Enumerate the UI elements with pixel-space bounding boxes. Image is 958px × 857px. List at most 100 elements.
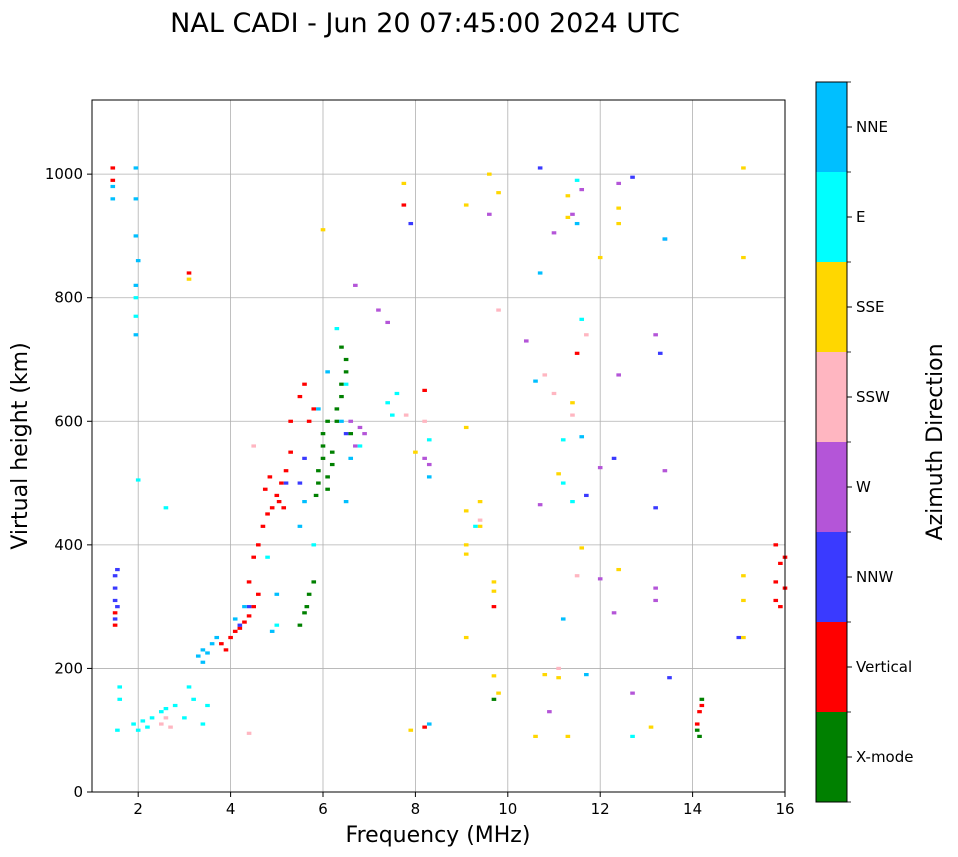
- data-point: [163, 706, 169, 711]
- x-axis-ticks: 2 4 6 8 10 12 14 16: [133, 792, 795, 818]
- data-point: [491, 674, 497, 678]
- data-point: [343, 357, 349, 362]
- y-tick-label: 800: [54, 289, 83, 307]
- colorbar-segment: [816, 262, 847, 352]
- data-point: [251, 605, 256, 609]
- data-point: [200, 722, 206, 726]
- data-point: [408, 728, 414, 732]
- data-point: [584, 333, 589, 337]
- data-point: [237, 623, 243, 627]
- colorbar-segment: [816, 82, 847, 172]
- data-point: [741, 635, 746, 640]
- data-point: [112, 617, 118, 621]
- data-point: [269, 629, 275, 633]
- data-point: [159, 710, 164, 714]
- data-point: [560, 481, 566, 485]
- data-point: [357, 444, 363, 448]
- data-point: [316, 481, 321, 485]
- series-vertical: [110, 166, 788, 729]
- y-tick-label: 1000: [45, 165, 83, 183]
- data-point: [110, 184, 116, 189]
- data-point: [523, 339, 529, 343]
- data-point: [117, 697, 123, 701]
- data-point: [112, 586, 118, 590]
- data-point: [741, 255, 746, 260]
- data-point: [584, 673, 589, 677]
- series-w: [348, 181, 668, 714]
- data-point: [653, 506, 658, 510]
- data-point: [413, 450, 418, 454]
- data-point: [262, 487, 268, 491]
- data-point: [697, 710, 702, 714]
- colorbar-segment: [816, 352, 847, 442]
- data-point: [172, 703, 178, 708]
- data-point: [311, 407, 317, 411]
- data-point: [473, 524, 478, 528]
- data-point: [778, 605, 783, 609]
- data-point: [112, 574, 118, 578]
- series-nnw: [112, 166, 742, 680]
- data-point: [565, 734, 571, 738]
- data-point: [112, 598, 118, 603]
- data-point: [288, 419, 293, 423]
- data-point: [205, 651, 210, 655]
- colorbar-tick-label: Vertical: [856, 658, 912, 676]
- data-point: [246, 614, 252, 618]
- data-point: [547, 710, 552, 714]
- data-point: [133, 234, 139, 238]
- data-point: [251, 444, 256, 448]
- data-point: [242, 620, 247, 624]
- colorbar: X-mode Vertical NNW W SSW SSE E NNE: [815, 81, 913, 803]
- series-sse: [186, 166, 746, 738]
- data-point: [348, 419, 354, 423]
- data-point: [302, 456, 307, 460]
- series-e: [115, 178, 635, 738]
- data-point: [112, 611, 118, 615]
- data-point: [274, 623, 280, 627]
- data-point: [311, 543, 317, 547]
- data-point: [570, 500, 575, 504]
- data-point: [422, 456, 427, 460]
- data-point: [135, 728, 141, 732]
- colorbar-segment: [816, 172, 847, 262]
- data-point: [209, 642, 215, 646]
- data-point: [133, 197, 139, 201]
- data-point: [316, 469, 321, 473]
- data-point: [699, 697, 705, 701]
- data-point: [694, 722, 700, 726]
- data-point: [551, 391, 557, 396]
- colorbar-segment: [816, 712, 847, 802]
- data-point: [219, 642, 224, 646]
- data-point: [422, 725, 427, 729]
- data-point: [242, 605, 247, 609]
- data-point: [653, 586, 658, 590]
- data-point: [237, 626, 243, 630]
- data-point: [135, 259, 141, 263]
- data-point: [251, 555, 256, 559]
- data-point: [584, 493, 589, 498]
- data-point: [426, 475, 432, 479]
- data-point: [269, 506, 275, 510]
- data-point: [653, 598, 658, 603]
- data-point: [394, 391, 400, 396]
- data-point: [228, 635, 233, 640]
- data-point: [477, 518, 483, 522]
- data-point: [325, 370, 330, 374]
- data-point: [556, 666, 561, 671]
- x-axis-label: Frequency (MHz): [346, 823, 531, 848]
- data-point: [662, 237, 668, 241]
- data-point: [653, 333, 658, 337]
- data-point: [267, 475, 273, 479]
- data-point: [246, 580, 252, 584]
- data-point: [281, 506, 287, 510]
- data-point: [487, 212, 492, 216]
- data-point: [741, 166, 746, 170]
- data-point: [697, 734, 702, 738]
- data-point: [537, 166, 543, 170]
- data-point: [630, 734, 635, 738]
- data-point: [191, 697, 196, 701]
- data-point: [778, 561, 783, 565]
- data-point: [426, 462, 432, 467]
- data-point: [463, 425, 469, 430]
